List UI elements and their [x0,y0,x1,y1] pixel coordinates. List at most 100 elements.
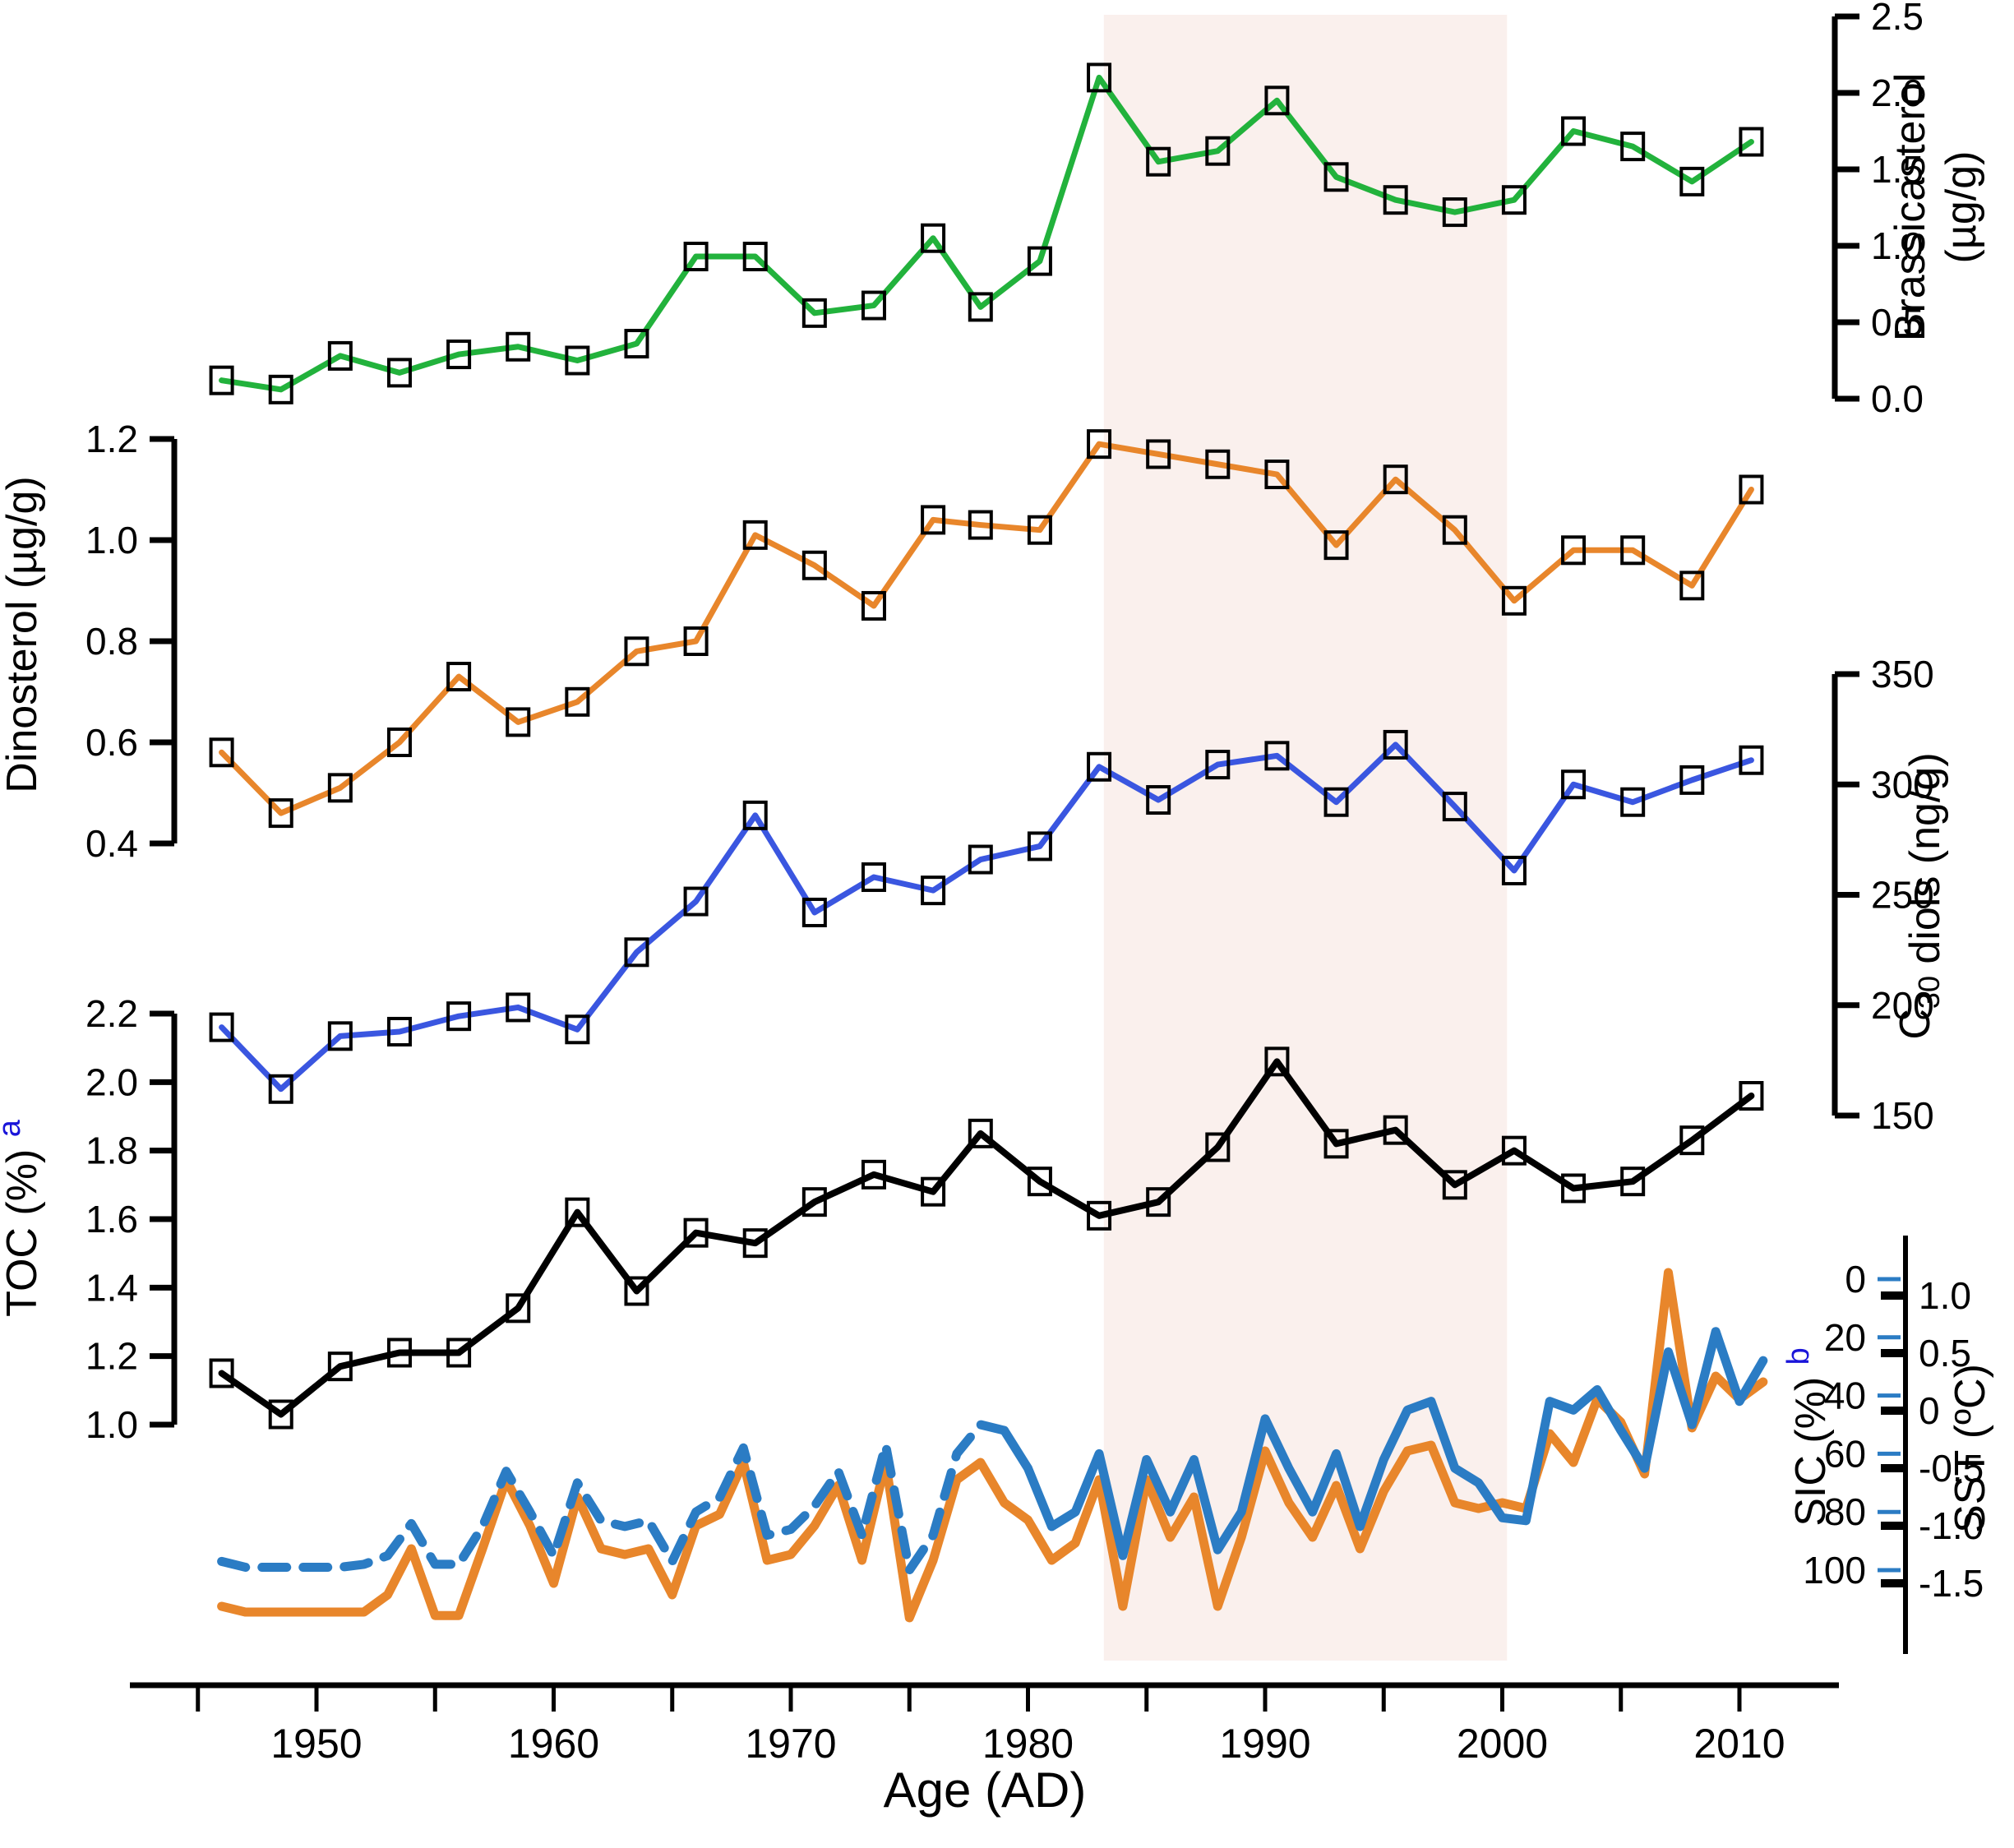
data-point-marker [386,1337,412,1368]
sst-tick-label: 1.0 [1919,1274,1971,1317]
data-point-marker [209,737,234,768]
brassicasterol-title-line1-text: Brassicasterol [1887,73,1934,342]
c30-axis-tick-label: 150 [1871,1094,1934,1137]
x-axis-tick-label: 1980 [982,1721,1074,1767]
data-point-marker [921,875,946,906]
brassicasterol-axis-tick-label: 0.0 [1871,377,1924,420]
data-point-marker [1264,85,1290,116]
c30-title: C30 diols (ng/g) [1892,752,1949,1039]
brassicasterol-title-line2-text: (µg/g) [1938,151,1985,264]
data-point-marker [1027,246,1052,276]
data-point-marker [209,1012,234,1042]
data-point-marker [801,897,827,927]
line-dashed [217,1420,1009,1575]
data-point-marker [327,340,353,371]
data-point-marker [1501,855,1527,885]
c30-title-subscript: 30 [1912,976,1946,1009]
data-point-marker [1323,530,1349,561]
toc-axis-tick-label: 2.2 [85,992,138,1035]
data-point-marker [386,1016,412,1046]
data-point-marker [506,1293,531,1324]
brassicasterol-title-line2: (µg/g) [1938,151,1985,264]
data-point-marker [386,358,412,388]
sic-title-superscript: b [1781,1347,1816,1365]
data-point-marker [565,1014,590,1045]
series-brassicasterol [209,62,1764,404]
data-point-marker [1264,460,1290,490]
data-point-marker [1205,449,1231,479]
data-point-marker [1323,162,1349,192]
line [219,74,1754,393]
line [217,1268,1768,1623]
data-point-marker [446,340,472,370]
brassicasterol-axis-tick-label: 1.5 [1871,148,1924,191]
series-layer [209,62,1768,1623]
data-point-marker [801,1187,827,1217]
dinosterol-title-text: Dinosterol (µg/g) [0,476,46,792]
x-axis-tick-label: 1970 [745,1721,836,1767]
toc-title-text: TOC (%) [0,1137,46,1317]
x-axis-title: Age (AD) [884,1763,1087,1818]
c30-title-text: diols (ng/g) [1901,752,1949,976]
series-c30-diols [209,729,1764,1104]
sic-tick-label: 20 [1824,1316,1866,1359]
x-axis-tick-label: 2010 [1693,1721,1785,1767]
data-point-marker [1679,166,1705,196]
sst-tick-label: 0.5 [1919,1332,1971,1374]
data-point-marker [801,298,827,328]
data-point-marker [861,862,886,893]
data-point-marker [1620,535,1646,566]
data-point-marker [742,1228,768,1259]
data-point-marker [1442,515,1467,545]
data-point-marker [968,844,993,875]
data-point-marker [801,550,827,580]
c30-axis: 350 300 250 200 150 [1832,653,1934,1137]
data-point-marker [968,1118,993,1148]
x-axis-tick-label: 1990 [1219,1721,1310,1767]
data-point-marker [968,292,993,322]
data-point-marker [268,374,293,404]
toc-title-superscript: a [0,1119,27,1137]
dinosterol-axis-tick-label: 0.4 [85,822,138,865]
data-point-marker [1323,787,1349,817]
data-point-marker [861,590,886,621]
data-point-marker [1620,787,1646,817]
c30-title-text: C [1892,1009,1939,1040]
data-point-marker [1739,745,1764,775]
data-point-marker [1264,741,1290,771]
sic-sst-axis: 1.0 0.5 0 -0.5 -1.0 -1.5 0 20 40 60 80 100 [1803,1236,1984,1654]
data-point-marker [565,1197,590,1227]
sst-title: SST (ºC) [1947,1364,1994,1533]
data-point-marker [1442,1170,1467,1200]
sst-tick-label: -1.5 [1919,1562,1984,1605]
data-point-marker [1383,464,1408,495]
data-point-marker [209,365,234,395]
data-point-marker [742,242,768,272]
data-point-marker [683,1217,709,1248]
line [218,1058,1755,1418]
data-point-marker [1679,765,1705,795]
data-point-marker [921,1176,946,1207]
data-point-marker [742,520,768,550]
toc-axis-tick-label: 2.0 [85,1060,138,1103]
data-point-marker [1087,751,1112,782]
data-point-marker [968,510,993,540]
data-point-marker [1561,1173,1587,1204]
data-point-marker [742,800,768,830]
data-point-marker [1027,1167,1052,1197]
data-point-marker [1146,1187,1171,1217]
toc-axis-tick-label: 1.8 [85,1130,138,1172]
data-point-marker [327,773,353,803]
data-point-marker [1442,197,1467,228]
data-point-marker [624,937,649,968]
data-point-marker [386,728,412,757]
sic-title: SIC (%) b [1781,1347,1835,1527]
axis-titles-layer: Age (AD) Brassicasterol (µg/g) Dinosterol … [0,73,1994,1818]
line [219,742,1754,1093]
data-point-marker [268,1074,293,1104]
data-point-marker [683,886,709,917]
data-point-marker [1442,792,1467,822]
data-point-marker [565,345,590,376]
toc-axis-tick-label: 1.4 [85,1266,138,1309]
